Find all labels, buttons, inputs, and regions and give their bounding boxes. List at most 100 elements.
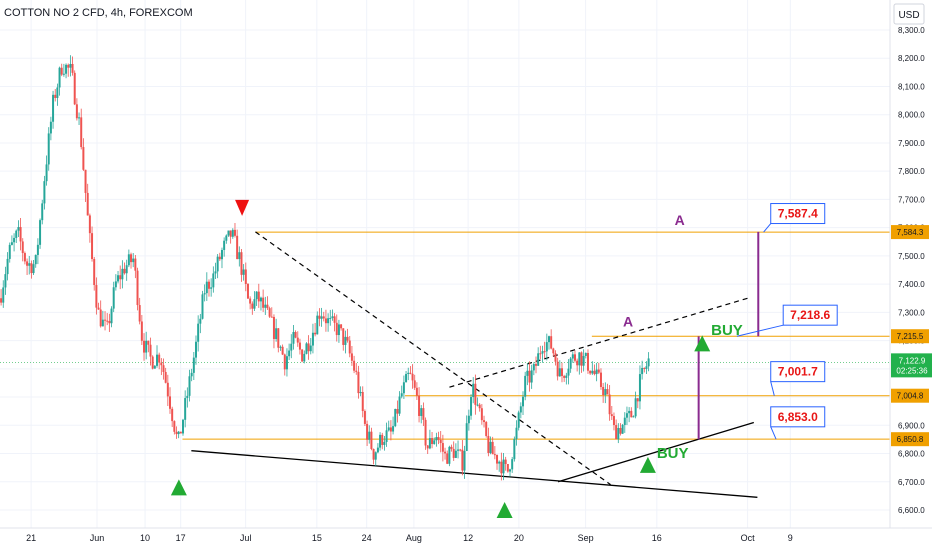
candle-body [448, 446, 451, 464]
candle-body [80, 117, 83, 148]
candle-body [158, 354, 161, 363]
candle-body [359, 391, 362, 394]
candle-body [498, 461, 501, 464]
candle-body [88, 215, 91, 234]
candle-body [522, 396, 525, 407]
candle-body [138, 305, 141, 322]
candle-body [151, 356, 154, 369]
candle-body [530, 370, 533, 383]
candle-body [560, 368, 563, 376]
candle-body [638, 374, 641, 402]
x-tick-label: Oct [741, 533, 756, 543]
candle-body [49, 121, 52, 134]
candle-body [86, 192, 89, 216]
candle-body [305, 343, 308, 354]
candle-body [288, 350, 291, 357]
x-tick-label: 21 [26, 533, 36, 543]
y-tick-label: 6,700.0 [898, 478, 925, 487]
candle-body [91, 233, 94, 260]
candle-body [478, 404, 481, 409]
candle-body [415, 387, 418, 396]
candle-body [233, 229, 236, 236]
level-axis-badge [891, 225, 929, 240]
candle-body [43, 181, 46, 204]
candle-body [547, 336, 550, 343]
candle-body [322, 316, 325, 319]
candle-body [75, 104, 78, 119]
wave-a-label: A [675, 212, 685, 228]
candle-body [110, 308, 113, 324]
candle-body [242, 269, 245, 275]
x-tick-label: Jun [90, 533, 105, 543]
candle-body [240, 252, 243, 275]
candle-body [236, 235, 239, 260]
candle-body [169, 396, 172, 409]
candle-body [134, 258, 137, 271]
candle-body [643, 367, 646, 369]
candle-body [506, 463, 509, 472]
price-axis[interactable]: USD 8,300.0 8,200.0 8,100.0 8,000.0 7,900.0 7… [889, 0, 932, 528]
candle-body [463, 451, 466, 471]
callout-box [770, 361, 826, 383]
candle-body [82, 147, 85, 170]
candle-body [0, 298, 3, 303]
candle-body [335, 322, 338, 336]
candle-body [121, 268, 124, 280]
candle-body [346, 336, 349, 341]
candle-body [602, 386, 605, 396]
candle-body [550, 336, 553, 349]
candle-body [268, 308, 271, 317]
candle-body [424, 419, 427, 446]
time-axis[interactable]: 21 Jun 10 17 Jul 15 24 Aug 12 20 Sep 16 Oct 9 [0, 527, 932, 543]
y-tick-label: 7,300.0 [898, 308, 925, 317]
candle-body [452, 448, 455, 458]
descending-dashed-line [255, 231, 611, 486]
y-tick-label: 6,600.0 [898, 506, 925, 515]
candle-body [8, 244, 11, 259]
candle-body [502, 459, 505, 474]
candle-body [361, 391, 364, 412]
candle-body [582, 355, 585, 366]
y-tick-label: 8,100.0 [898, 82, 925, 91]
candle-body [586, 352, 589, 371]
candle-body [591, 370, 594, 374]
candle-body [249, 298, 252, 304]
candle-body [188, 376, 191, 396]
current-price-value: 7,122.9 [899, 356, 926, 365]
candle-body [270, 316, 273, 318]
candle-body [472, 383, 475, 398]
candle-body [480, 408, 483, 421]
candle-body [357, 371, 360, 394]
candle-body [623, 417, 626, 425]
candle-body [571, 354, 574, 359]
x-tick-label: Aug [406, 533, 422, 543]
candle-body [526, 370, 529, 376]
level-label: 7,218.6 [790, 308, 830, 322]
candle-body [450, 446, 453, 449]
candle-body [171, 408, 174, 422]
candle-body [264, 304, 267, 308]
candle-body [262, 297, 265, 308]
candle-body [344, 336, 347, 345]
candle-body [104, 319, 107, 321]
candle-body [411, 373, 414, 381]
candle-body [363, 411, 366, 424]
candle-body [41, 203, 44, 221]
candle-body [153, 365, 156, 369]
candle-body [119, 275, 122, 280]
candle-body [181, 419, 184, 434]
candle-body [515, 427, 518, 439]
candle-body [39, 220, 42, 245]
candle-body [524, 375, 527, 397]
candle-body [567, 368, 570, 376]
candle-body [301, 349, 304, 362]
candle-body [214, 271, 217, 274]
candle-body [496, 454, 499, 464]
candle-body [599, 372, 602, 387]
callout-pointer [770, 381, 775, 396]
candle-body [543, 351, 546, 353]
candle-body [6, 258, 9, 275]
level-axis-badge [891, 329, 929, 344]
